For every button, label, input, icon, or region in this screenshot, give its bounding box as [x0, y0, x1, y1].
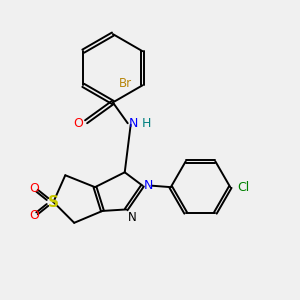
Text: Cl: Cl: [238, 181, 250, 194]
Text: S: S: [48, 194, 59, 209]
Text: O: O: [29, 182, 39, 195]
Text: N: N: [129, 117, 139, 130]
Text: O: O: [29, 209, 39, 222]
Text: Br: Br: [119, 77, 132, 90]
Text: N: N: [144, 179, 153, 192]
Text: H: H: [142, 117, 151, 130]
Text: N: N: [128, 211, 136, 224]
Text: O: O: [74, 117, 84, 130]
